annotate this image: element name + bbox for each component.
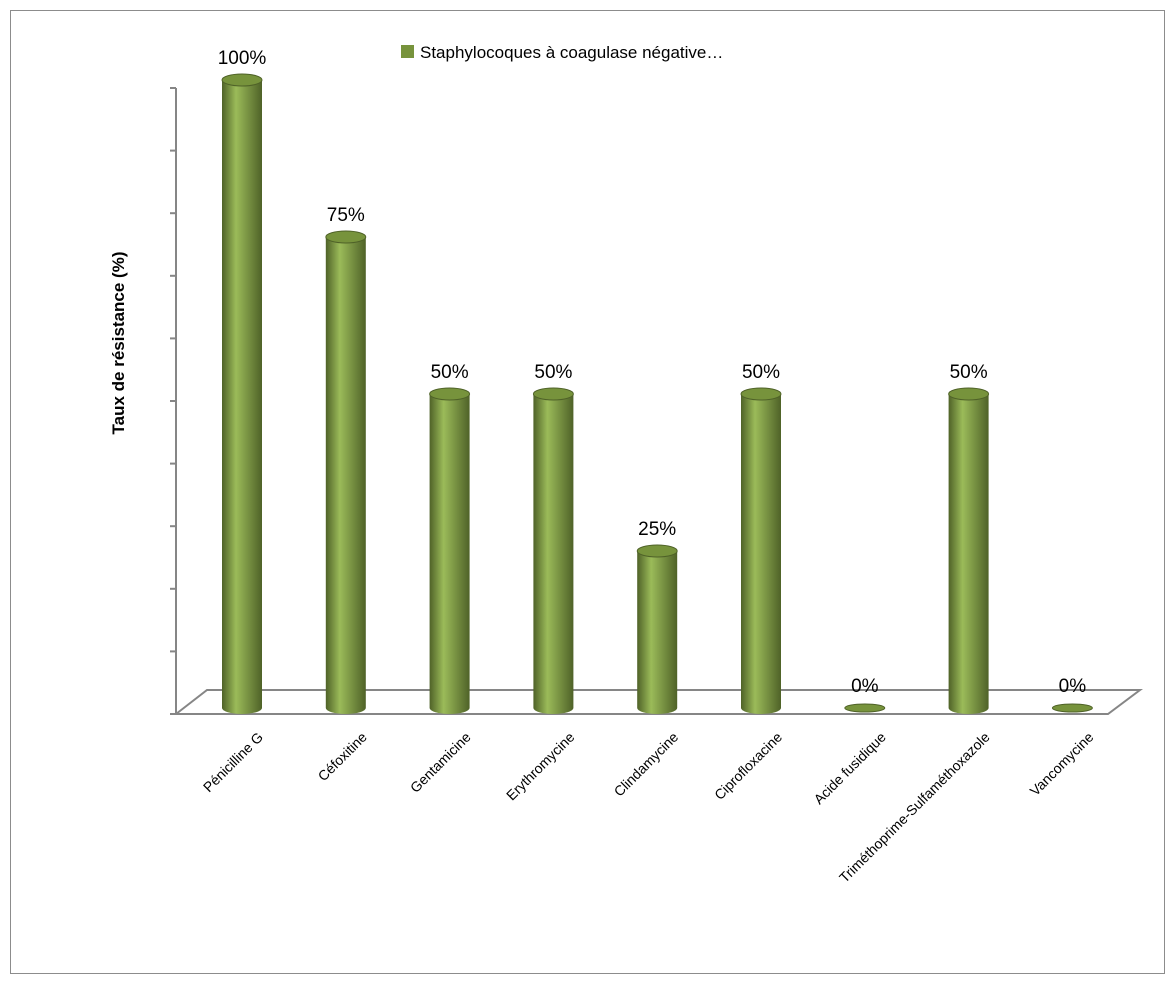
bar [948,394,989,714]
bar-cap [740,387,782,401]
x-tick-label: Acide fusidique [810,729,889,808]
bar-cap [221,73,263,87]
bar [637,551,678,714]
legend-label: Staphylocoques à coagulase négative… [420,43,723,62]
bar-cap [325,230,367,244]
data-label: 25% [638,519,676,540]
bar-cap [1051,703,1093,713]
data-label: 50% [742,362,780,383]
bar-cap [948,387,990,401]
x-tick-label: Gentamicine [407,729,474,796]
chart-legend: Staphylocoques à coagulase négative… [401,43,723,62]
chart-bars [221,73,1093,714]
data-label: 100% [218,48,267,69]
data-label: 50% [950,362,988,383]
data-label: 75% [327,205,365,226]
bar-cap [429,387,471,401]
data-label: 0% [1059,676,1087,697]
x-tick-label: Céfoxitine [315,729,370,784]
bar [741,394,781,714]
x-tick-label: Vancomycine [1027,729,1097,799]
bar [222,80,262,714]
bar [533,394,574,714]
data-label: 50% [534,362,572,383]
bar-cap [844,703,886,713]
data-label: 0% [851,676,879,697]
x-tick-label: Clindamycine [611,729,682,800]
x-tick-label: Erythromycine [503,729,578,804]
data-label: 50% [431,362,469,383]
x-tick-label: Pénicilline G [200,729,266,795]
bar-cap [532,387,574,401]
bar [429,394,470,714]
y-axis-label: Taux de résistance (%) [109,252,128,435]
x-tick-label: Ciprofloxacine [711,729,785,803]
bar [325,237,366,714]
bar-cap [636,544,678,558]
legend-swatch [401,45,414,58]
